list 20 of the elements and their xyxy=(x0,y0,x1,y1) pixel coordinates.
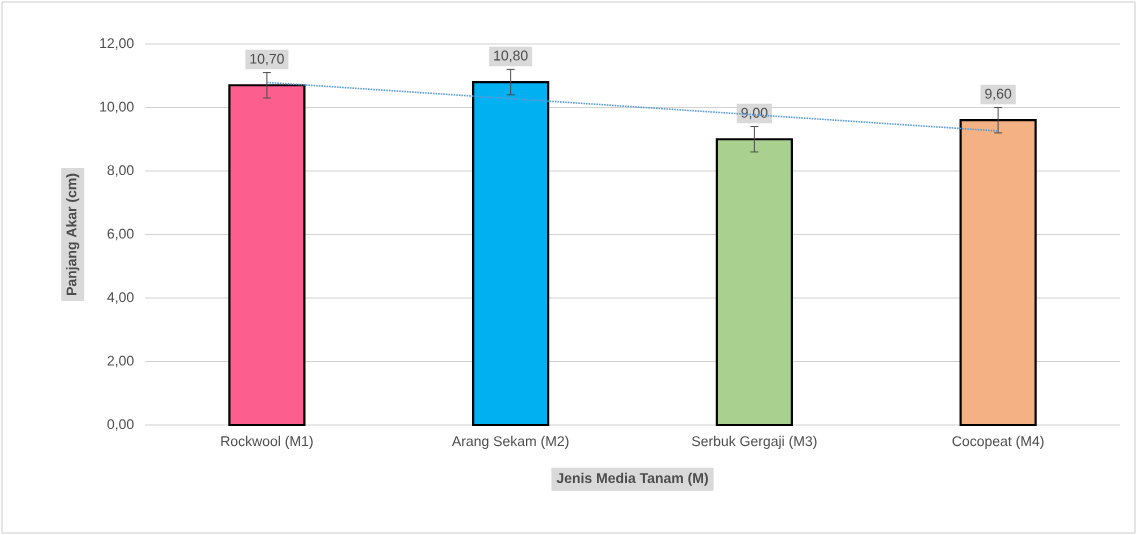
y-tick-label: 6,00 xyxy=(107,228,134,241)
bar xyxy=(472,80,550,427)
data-label: 10,70 xyxy=(250,53,284,66)
data-label: 10,80 xyxy=(494,50,528,63)
x-tick-label: Rockwool (M1) xyxy=(221,435,313,449)
x-tick-label: Serbuk Gergaji (M3) xyxy=(692,435,817,449)
y-axis-title: Panjang Akar (cm) xyxy=(66,173,80,296)
bar xyxy=(228,84,306,427)
bar xyxy=(959,119,1037,427)
data-label: 9,60 xyxy=(985,88,1012,101)
x-tick-label: Cocopeat (M4) xyxy=(952,435,1044,449)
x-axis-title: Jenis Media Tanam (M) xyxy=(556,472,708,486)
y-tick-label: 8,00 xyxy=(107,165,134,177)
x-tick-label: Arang Sekam (M2) xyxy=(451,435,569,449)
y-tick-label: 10,00 xyxy=(100,101,134,114)
bar xyxy=(715,138,793,427)
y-tick-label: 0,00 xyxy=(107,419,134,431)
y-tick-label: 12,00 xyxy=(100,38,134,50)
y-tick-label: 4,00 xyxy=(107,292,134,304)
y-tick-label: 2,00 xyxy=(107,355,134,368)
